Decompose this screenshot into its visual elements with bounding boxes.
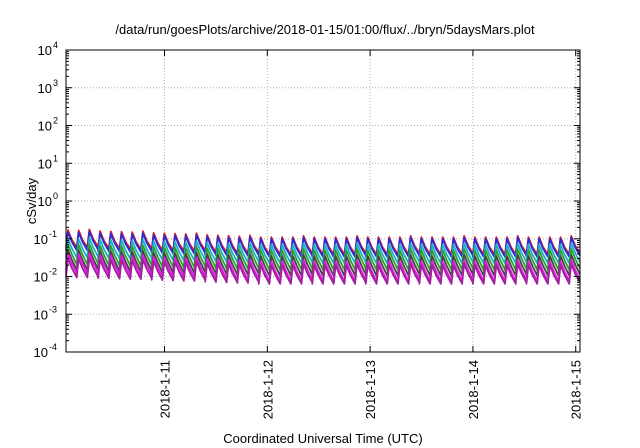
y-tick-exponent: 2 [53,116,58,126]
y-tick-label: 10 1 [38,153,58,171]
y-tick-label: 10 3 [38,78,58,96]
y-tick-exponent: 0 [53,191,58,201]
y-tick-exponent: 3 [53,78,58,88]
data-series [65,228,581,285]
y-tick-label: 10 2 [38,116,58,134]
series-line-5 [65,248,581,277]
x-tick-label: 2018-1-12 [260,360,275,419]
plot-frame [65,49,581,353]
y-tick-label: 10 4 [38,40,58,58]
x-tick-label: 2018-1-11 [158,360,173,418]
y-tick-base: 10 [38,156,52,171]
x-tick-label: 2018-1-14 [466,360,481,419]
series-line-6 [65,252,581,283]
chart-title: /data/run/goesPlots/archive/2018-01-15/0… [115,22,535,37]
grid-lines [66,50,580,352]
y-tick-exponent: -1 [49,229,57,239]
y-tick-label: 10 -4 [34,342,57,360]
series-line-2 [65,230,581,258]
x-axis-label: Coordinated Universal Time (UTC) [223,431,422,446]
x-tick-label: 2018-1-13 [363,360,378,419]
y-tick-exponent: 1 [53,153,58,163]
y-tick-exponent: -3 [49,304,57,314]
y-tick-base: 10 [38,43,52,58]
y-tick-label: 10 -1 [34,229,57,247]
x-tick-label: 2018-1-15 [569,360,584,419]
x-axis: 2018-1-11 2018-1-12 2018-1-13 2018-1-14 2018… [158,50,584,419]
y-tick-base: 10 [38,119,52,134]
y-tick-exponent: 4 [53,40,58,50]
y-tick-base: 10 [34,345,48,360]
y-tick-base: 10 [34,307,48,322]
y-tick-base: 10 [34,270,48,285]
series-line-4 [65,242,581,271]
y-axis-label: cSv/day [24,177,39,224]
series-line-3 [65,237,581,265]
y-tick-exponent: -2 [49,267,57,277]
y-tick-label: 10 -2 [34,267,57,285]
y-tick-base: 10 [38,81,52,96]
y-tick-label: 10 0 [38,191,58,209]
y-tick-base: 10 [38,194,52,209]
series-line-7 [65,256,581,285]
y-tick-label: 10 -3 [34,304,57,322]
y-tick-base: 10 [34,232,48,247]
y-tick-exponent: -4 [49,342,57,352]
